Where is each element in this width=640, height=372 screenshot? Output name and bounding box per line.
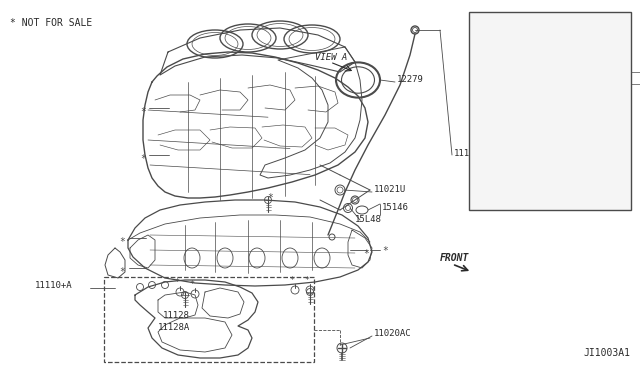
Text: *: * — [119, 267, 125, 277]
Text: 15146: 15146 — [382, 203, 409, 212]
Text: 11110+A: 11110+A — [35, 282, 72, 291]
Text: A: A — [527, 179, 531, 188]
Text: *: * — [140, 154, 146, 164]
Text: *: * — [289, 276, 294, 285]
Text: *: * — [119, 237, 125, 247]
Text: B:  11010V: B: 11010V — [482, 196, 532, 205]
Text: *: * — [189, 280, 195, 289]
Bar — [469, 12, 631, 210]
Text: 15L48: 15L48 — [355, 215, 382, 224]
Text: * NOT FOR SALE: * NOT FOR SALE — [10, 18, 92, 28]
Text: 12279: 12279 — [397, 74, 424, 83]
Text: VIEW A: VIEW A — [477, 24, 515, 34]
Text: *: * — [140, 107, 146, 117]
Text: *: * — [175, 279, 179, 288]
Text: A:  11080A: A: 11080A — [482, 185, 532, 194]
Text: 11020AC: 11020AC — [374, 328, 412, 337]
Text: 11128A: 11128A — [158, 324, 190, 333]
Text: JI1003A1: JI1003A1 — [583, 348, 630, 358]
Text: *: * — [267, 193, 273, 203]
Text: *: * — [305, 276, 310, 285]
Text: *: * — [363, 249, 369, 259]
Bar — [104, 277, 314, 362]
Text: 11128: 11128 — [163, 311, 190, 320]
Text: VIEW A: VIEW A — [315, 54, 348, 62]
Text: 11140: 11140 — [454, 148, 481, 157]
Text: A: A — [555, 181, 559, 190]
Text: *: * — [382, 246, 388, 256]
Text: 11021U: 11021U — [374, 186, 406, 195]
Text: FRONT: FRONT — [440, 253, 469, 263]
Text: A: A — [582, 178, 586, 187]
